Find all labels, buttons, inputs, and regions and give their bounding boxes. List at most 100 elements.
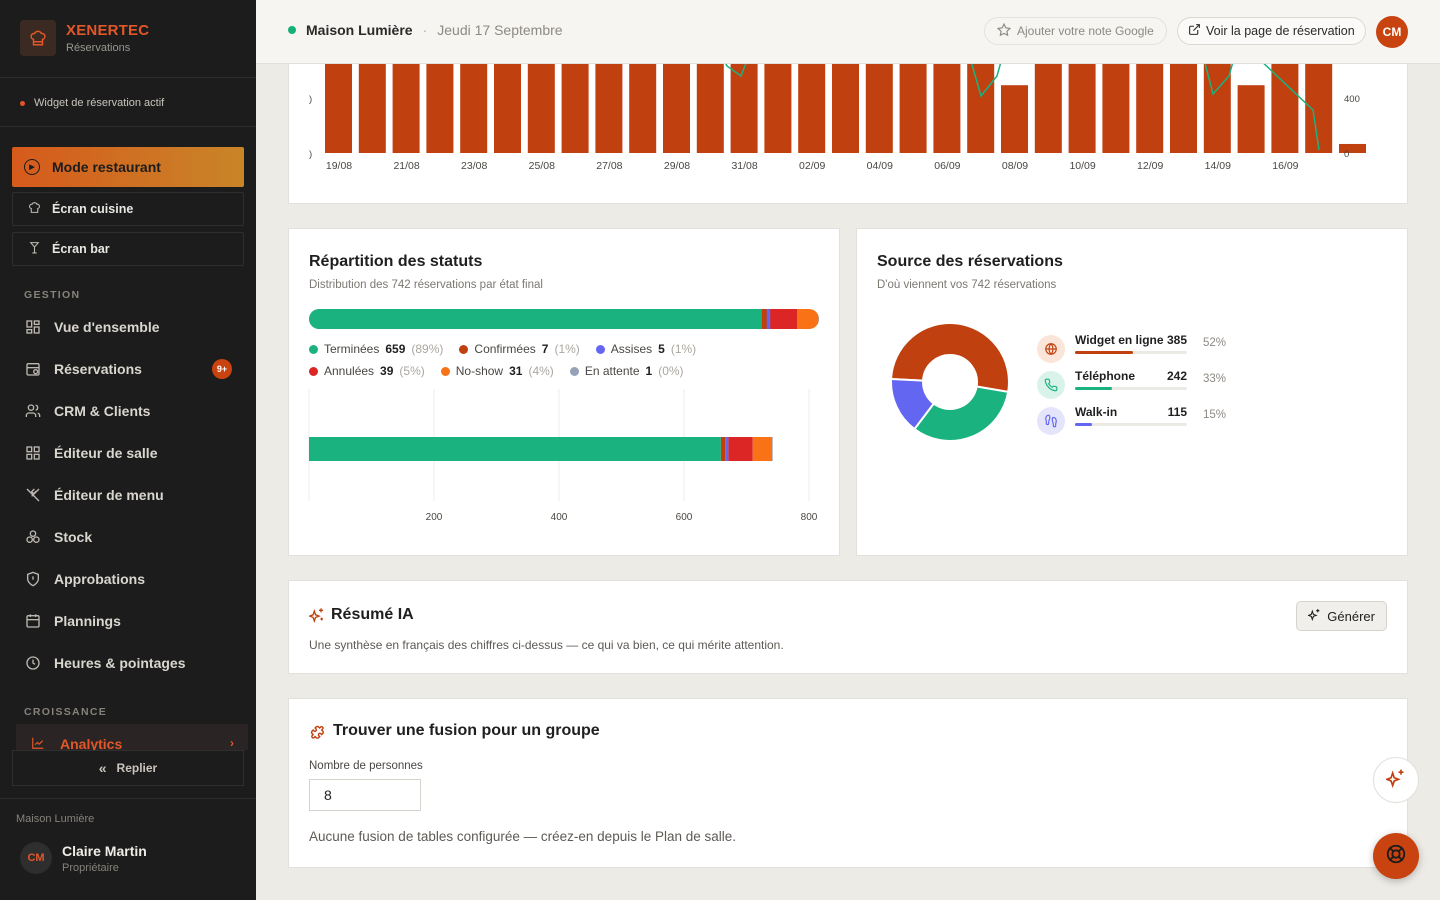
group-fusion-card: Trouver une fusion pour un groupe Nombre… [288, 698, 1408, 868]
nav-item-hours[interactable]: Heures & pointages [24, 651, 234, 675]
users-icon [24, 403, 41, 420]
nav-item-crm[interactable]: CRM & Clients [24, 399, 234, 423]
card-title: Trouver une fusion pour un groupe [333, 722, 600, 739]
generate-summary-button[interactable]: Générer [1296, 601, 1387, 631]
mode-restaurant-button[interactable]: ▶ Mode restaurant [12, 147, 244, 187]
status-bar-segment [728, 437, 753, 461]
x-tick-label: 04/09 [867, 160, 893, 172]
nav-item-stock[interactable]: Stock [24, 525, 234, 549]
help-button[interactable] [1373, 833, 1419, 879]
stack-segment [797, 309, 819, 329]
kitchen-screen-button[interactable]: Écran cuisine [12, 192, 244, 226]
card-title: Résumé IA [331, 606, 414, 623]
lifebuoy-icon [1385, 843, 1407, 870]
source-percent: 33% [1203, 373, 1227, 385]
add-google-review-button[interactable]: Ajouter votre note Google [984, 17, 1167, 45]
resa-btn-label: Voir la page de réservation [1206, 24, 1355, 38]
nav-item-reservations[interactable]: Réservations 9+ [24, 357, 234, 381]
stack-segments [309, 309, 819, 329]
nav-item-room-editor[interactable]: Éditeur de salle [24, 441, 234, 465]
x-tick-label: 400 [551, 512, 568, 523]
bar-screen-button[interactable]: Écran bar [12, 232, 244, 266]
nav-item-overview[interactable]: Vue d'ensemble [24, 315, 234, 339]
brand[interactable]: XENERTEC Réservations [20, 20, 149, 56]
legend-label: Confirmées [474, 342, 536, 356]
view-booking-page-button[interactable]: Voir la page de réservation [1177, 17, 1366, 45]
status-bar-segment [772, 437, 773, 461]
legend-dot [440, 366, 450, 376]
source-donut-chart [890, 322, 1010, 442]
bar-screen-label: Écran bar [52, 242, 110, 256]
collapse-sidebar-button[interactable]: « Replier [12, 750, 244, 786]
source-count: 385 [1166, 333, 1187, 347]
legend-dot [309, 366, 318, 376]
separator: · [422, 22, 428, 38]
sparkles-icon [1384, 768, 1406, 793]
x-tick-label: 08/09 [1002, 160, 1028, 172]
phone-icon [1037, 371, 1065, 399]
legend-count: 1 [645, 364, 653, 378]
card-subtitle: D'où viennent vos 742 réservations [877, 279, 1057, 291]
status-bar-chart: 200 400 600 800 [308, 389, 818, 523]
divider [0, 798, 256, 799]
legend-item: Terminées 659 (89%) [309, 342, 443, 356]
calendar-icon [24, 613, 41, 630]
x-tick-label: 14/09 [1205, 160, 1231, 172]
ai-assistant-button[interactable] [1373, 757, 1419, 803]
source-label: Téléphone [1075, 369, 1136, 383]
nav-item-plannings[interactable]: Plannings [24, 609, 234, 633]
user-profile[interactable]: CM Claire Martin Propriétaire [20, 842, 147, 874]
donut-slice [890, 378, 936, 431]
y-tick-label: 0 [1344, 149, 1349, 160]
current-date: Jeudi 17 Septembre [437, 22, 563, 38]
x-tick-label: 23/08 [461, 160, 487, 172]
source-progress-track [1075, 387, 1187, 390]
field-label: Nombre de personnes [309, 760, 423, 772]
nav-item-approvals[interactable]: Approbations [24, 567, 234, 591]
status-dot [288, 26, 296, 34]
source-progress-track [1075, 423, 1187, 426]
legend-dot [569, 366, 579, 376]
source-row-widget: Widget en ligne 385 52% [1037, 333, 1237, 363]
globe-icon [1037, 335, 1065, 363]
chef-hat-icon [27, 201, 41, 217]
status-stacked-bar [309, 309, 819, 329]
status-dot [20, 100, 25, 106]
y-tick-label: ) [309, 149, 312, 160]
x-tick-label: 06/09 [934, 160, 960, 172]
cocktail-icon [27, 241, 41, 257]
kitchen-screen-label: Écran cuisine [52, 202, 134, 216]
legend-percent: (1%) [670, 342, 697, 356]
sidebar: XENERTEC Réservations Widget de réservat… [0, 0, 256, 900]
nav-item-analytics[interactable]: Analytics › [16, 724, 248, 750]
donut-slice [890, 322, 1010, 394]
x-tick-label: 200 [426, 512, 443, 523]
ai-summary-card: Résumé IA Une synthèse en français des c… [288, 580, 1408, 674]
legend-count: 659 [385, 342, 406, 356]
ai-summary-description: Une synthèse en français des chiffres ci… [309, 638, 784, 652]
nav-label: Éditeur de menu [54, 487, 164, 503]
source-progress-fill [1075, 351, 1134, 354]
chef-hat-logo-icon [20, 20, 56, 56]
reservations-count-badge: 9+ [212, 359, 232, 379]
legend-count: 31 [509, 364, 523, 378]
chart-bar [730, 58, 758, 153]
nav-label: Approbations [54, 571, 145, 587]
stack-segment [766, 309, 771, 329]
trending-icon [30, 736, 46, 750]
legend-percent: (0%) [658, 364, 684, 378]
legend-label: Assises [610, 342, 653, 356]
card-subtitle: Distribution des 742 réservations par ét… [309, 279, 543, 291]
mode-restaurant-label: Mode restaurant [52, 159, 161, 175]
nav-item-menu-editor[interactable]: Éditeur de menu [24, 483, 234, 507]
chart-bar [1237, 85, 1265, 153]
source-percent: 52% [1203, 337, 1227, 349]
party-size-input[interactable] [309, 779, 421, 811]
status-legend-row: Annulées 39 (5%) No-show 31 (4%) En attente 1… [309, 364, 700, 378]
avatar[interactable]: CM [1376, 16, 1408, 48]
stack-segment [761, 309, 768, 329]
legend-dot [595, 344, 605, 354]
x-tick-label: 27/08 [596, 160, 622, 172]
legend-percent: (89%) [411, 342, 444, 356]
sparkles-icon [307, 607, 325, 628]
